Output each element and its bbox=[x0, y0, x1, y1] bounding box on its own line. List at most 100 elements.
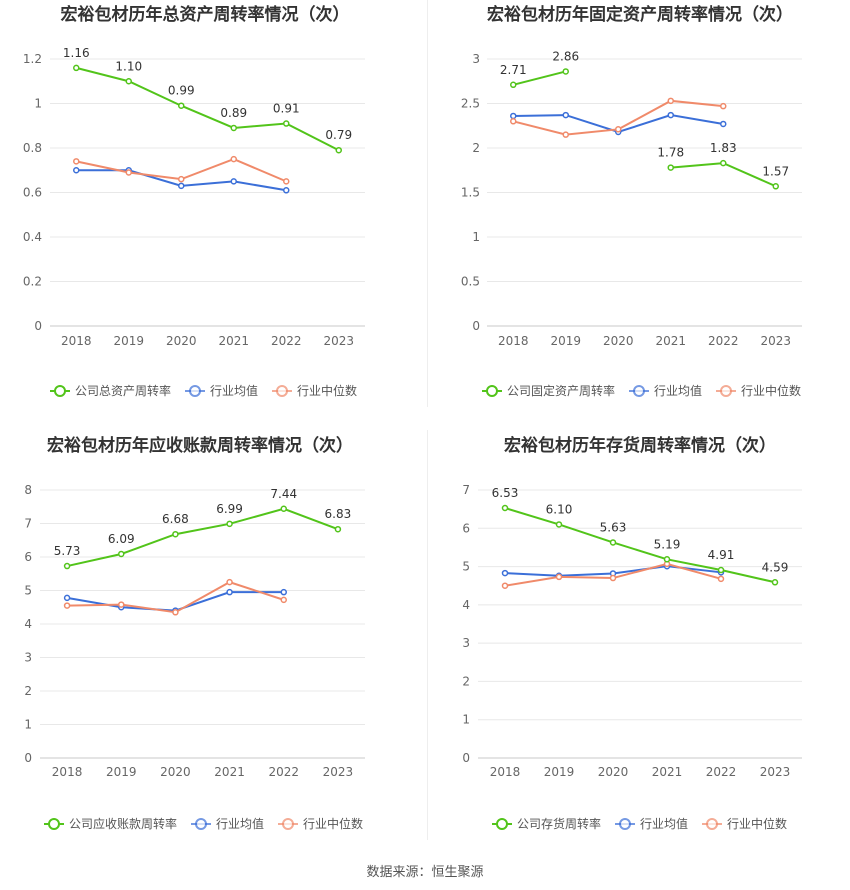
legend-item-avg: 行业均值 bbox=[185, 383, 258, 398]
data-label: 0.99 bbox=[168, 84, 195, 98]
data-point-median bbox=[667, 97, 674, 105]
x-tick-label: 2023 bbox=[760, 765, 791, 779]
legend-item-company: 公司总资产周转率 bbox=[50, 383, 171, 398]
legend-swatch-marker bbox=[189, 385, 201, 397]
legend-swatch-marker bbox=[619, 818, 631, 830]
data-point-median bbox=[717, 575, 725, 583]
series-line-company bbox=[66, 507, 339, 568]
data-point-company bbox=[663, 556, 671, 563]
data-point-median bbox=[178, 175, 185, 183]
data-point-avg bbox=[283, 187, 290, 194]
series-line-company bbox=[504, 507, 776, 584]
legend-swatch-marker bbox=[496, 818, 508, 830]
source-footer: 数据来源：恒生聚源 bbox=[366, 865, 484, 880]
y-tick-label: 3 bbox=[472, 52, 480, 66]
x-tick-label: 2023 bbox=[323, 765, 354, 779]
legend-item-avg: 行业均值 bbox=[191, 816, 264, 831]
y-tick-label: 4 bbox=[462, 598, 470, 612]
y-tick-label: 0.6 bbox=[23, 186, 42, 200]
y-tick-label: 0 bbox=[24, 751, 32, 765]
x-tick-label: 2020 bbox=[166, 334, 197, 348]
chart-panel-1: 宏裕包材历年总资产周转率情况（次） 0 0.2 0.4 0.6 0.8 1 1.2 2018 20… bbox=[23, 4, 365, 398]
data-point-company bbox=[609, 539, 617, 546]
x-tick-label: 2022 bbox=[271, 334, 302, 348]
data-point-company bbox=[280, 505, 287, 513]
chart-panel-2: 宏裕包材历年固定资产周转率情况（次） 0 0.5 1 1.5 2 2.5 3 2018 2019 2… bbox=[461, 4, 802, 398]
legend-item-median: 行业中位数 bbox=[702, 816, 787, 831]
data-point-avg bbox=[63, 594, 71, 602]
data-label: 0.91 bbox=[273, 102, 300, 116]
y-tick-label: 1 bbox=[34, 97, 42, 111]
data-point-median bbox=[510, 118, 517, 125]
y-tick-label: 7 bbox=[462, 483, 470, 497]
data-label: 6.10 bbox=[546, 502, 573, 516]
data-point-company bbox=[562, 68, 569, 75]
legend-item-avg: 行业均值 bbox=[629, 383, 702, 398]
legend-item-company: 公司应收账款周转率 bbox=[44, 816, 177, 831]
series-line-company bbox=[76, 66, 340, 152]
legend-item-company: 公司固定资产周转率 bbox=[482, 383, 615, 398]
y-tick-label: 4 bbox=[24, 617, 32, 631]
legend-item-avg: 行业均值 bbox=[615, 816, 688, 831]
legend-label: 行业均值 bbox=[210, 383, 258, 398]
data-point-company bbox=[226, 520, 233, 528]
data-label: 6.99 bbox=[216, 502, 243, 516]
chart-title: 宏裕包材历年总资产周转率情况（次） bbox=[61, 4, 350, 25]
data-point-avg bbox=[667, 111, 674, 119]
x-tick-label: 2018 bbox=[61, 334, 92, 348]
y-tick-label: 3 bbox=[24, 651, 32, 665]
data-point-company bbox=[501, 504, 509, 512]
data-point-median bbox=[555, 573, 563, 581]
data-point-median bbox=[63, 602, 71, 609]
data-label: 4.91 bbox=[708, 548, 735, 562]
y-tick-label: 0.2 bbox=[23, 275, 42, 289]
data-point-median bbox=[280, 596, 287, 604]
divider-top bbox=[427, 0, 428, 407]
x-tick-label: 2022 bbox=[706, 765, 737, 779]
x-tick-label: 2021 bbox=[214, 765, 245, 779]
legend-label: 公司存货周转率 bbox=[517, 816, 601, 831]
legend-swatch-marker bbox=[282, 818, 294, 830]
data-point-median bbox=[562, 131, 569, 138]
data-point-company bbox=[555, 521, 563, 528]
legend-swatch-marker bbox=[48, 818, 60, 830]
data-label: 1.10 bbox=[115, 59, 142, 73]
divider-bottom bbox=[427, 430, 428, 840]
data-point-company bbox=[772, 183, 779, 190]
data-label: 6.53 bbox=[492, 486, 519, 500]
y-tick-label: 3 bbox=[462, 636, 470, 650]
data-point-avg bbox=[562, 111, 569, 119]
data-label: 5.19 bbox=[654, 537, 681, 551]
y-tick-label: 2 bbox=[472, 141, 480, 155]
x-tick-label: 2021 bbox=[218, 334, 249, 348]
data-label: 6.83 bbox=[325, 507, 352, 521]
data-point-avg bbox=[226, 588, 233, 596]
legend-item-median: 行业中位数 bbox=[278, 816, 363, 831]
x-tick-label: 2019 bbox=[106, 765, 137, 779]
chart-title: 宏裕包材历年存货周转率情况（次） bbox=[504, 435, 776, 456]
legend-swatch-marker bbox=[706, 818, 718, 830]
data-point-company bbox=[73, 64, 80, 72]
x-tick-label: 2019 bbox=[113, 334, 144, 348]
data-point-median bbox=[125, 169, 132, 176]
series-line-company bbox=[513, 70, 566, 86]
y-tick-label: 1 bbox=[472, 230, 480, 244]
y-tick-label: 5 bbox=[462, 560, 470, 574]
data-label: 5.63 bbox=[600, 520, 627, 534]
data-label: 6.68 bbox=[162, 512, 189, 526]
chart-title: 宏裕包材历年固定资产周转率情况（次） bbox=[487, 4, 793, 25]
x-tick-label: 2022 bbox=[708, 334, 739, 348]
legend-swatch-marker bbox=[633, 385, 645, 397]
y-tick-label: 0 bbox=[34, 319, 42, 333]
legend-label: 行业均值 bbox=[640, 816, 688, 831]
legend-item-company: 公司存货周转率 bbox=[492, 816, 601, 831]
data-point-median bbox=[118, 601, 125, 608]
data-label: 7.44 bbox=[270, 487, 297, 501]
y-tick-label: 7 bbox=[24, 517, 32, 531]
data-point-company bbox=[230, 124, 237, 132]
legend-swatch-marker bbox=[54, 385, 66, 397]
x-tick-label: 2021 bbox=[655, 334, 686, 348]
data-point-avg bbox=[510, 112, 517, 120]
data-point-company bbox=[334, 525, 342, 533]
x-tick-label: 2020 bbox=[603, 334, 634, 348]
